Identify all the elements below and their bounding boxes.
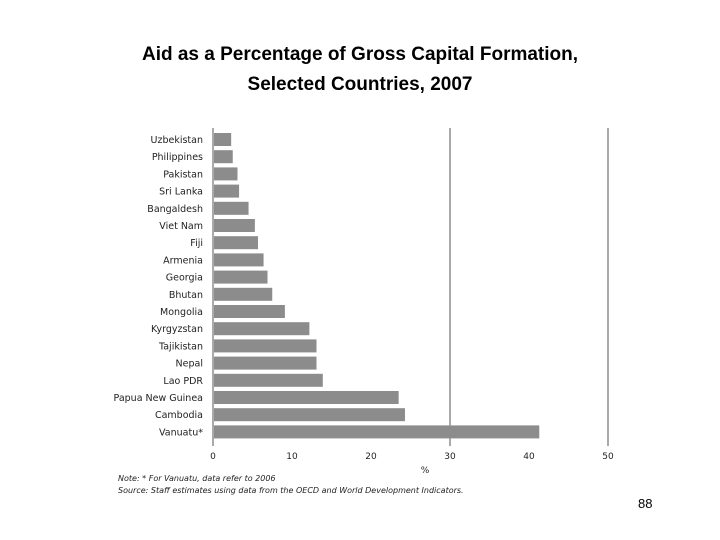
bar bbox=[214, 391, 399, 404]
bar bbox=[214, 201, 249, 215]
y-tick-label: Uzbekistan bbox=[151, 135, 203, 146]
source-text: Source: Staff estimates using data from … bbox=[118, 486, 464, 495]
bar bbox=[214, 133, 232, 146]
y-tick-label: Cambodia bbox=[155, 410, 203, 421]
y-tick-label: Vanuatu* bbox=[159, 427, 203, 438]
bar bbox=[214, 373, 323, 387]
y-tick-label: Nepal bbox=[176, 359, 203, 370]
bar bbox=[214, 339, 317, 353]
bar bbox=[214, 253, 264, 267]
bar bbox=[214, 356, 317, 370]
bar bbox=[214, 150, 233, 164]
x-tick-label: 30 bbox=[444, 452, 456, 462]
bar bbox=[214, 236, 259, 250]
bar bbox=[214, 305, 285, 318]
y-tick-label: Sri Lanka bbox=[159, 187, 203, 198]
y-tick-label: Papua New Guinea bbox=[114, 393, 203, 404]
x-tick-label: 40 bbox=[523, 452, 535, 462]
x-tick-label: 50 bbox=[602, 452, 614, 462]
chart-title: Aid as a Percentage of Gross Capital For… bbox=[0, 40, 720, 100]
y-tick-label: Pakistan bbox=[163, 169, 203, 180]
bar bbox=[214, 219, 255, 232]
note-text: Note: * For Vanuatu, data refer to 2006 bbox=[118, 474, 276, 483]
page-number: 88 bbox=[638, 496, 653, 511]
y-tick-label: Tajikistan bbox=[158, 341, 203, 352]
bar bbox=[214, 322, 310, 336]
y-tick-label: Bhutan bbox=[169, 290, 203, 301]
y-tick-label: Armenia bbox=[163, 255, 203, 266]
x-tick-label: 20 bbox=[365, 452, 377, 462]
bar bbox=[214, 408, 405, 422]
bar bbox=[214, 425, 540, 439]
bar bbox=[214, 184, 240, 198]
bar bbox=[214, 167, 238, 181]
bar bbox=[214, 287, 273, 301]
title-line-2: Selected Countries, 2007 bbox=[247, 74, 473, 95]
y-tick-label: Mongolia bbox=[160, 307, 203, 318]
y-tick-label: Kyrgyzstan bbox=[151, 324, 203, 335]
x-tick-label: 0 bbox=[210, 452, 216, 462]
title-line-1: Aid as a Percentage of Gross Capital For… bbox=[141, 44, 579, 65]
x-tick-label: 10 bbox=[286, 452, 298, 462]
x-axis-label: % bbox=[421, 466, 430, 476]
bar bbox=[214, 270, 268, 284]
y-tick-label: Philippines bbox=[152, 152, 203, 163]
y-tick-label: Fiji bbox=[190, 238, 203, 249]
y-tick-label: Viet Nam bbox=[159, 221, 203, 232]
chart-footnote: Note: * For Vanuatu, data refer to 2006 … bbox=[118, 473, 464, 497]
y-tick-label: Georgia bbox=[166, 273, 203, 284]
y-tick-label: Bangaldesh bbox=[147, 204, 203, 215]
y-tick-label: Lao PDR bbox=[163, 376, 203, 387]
